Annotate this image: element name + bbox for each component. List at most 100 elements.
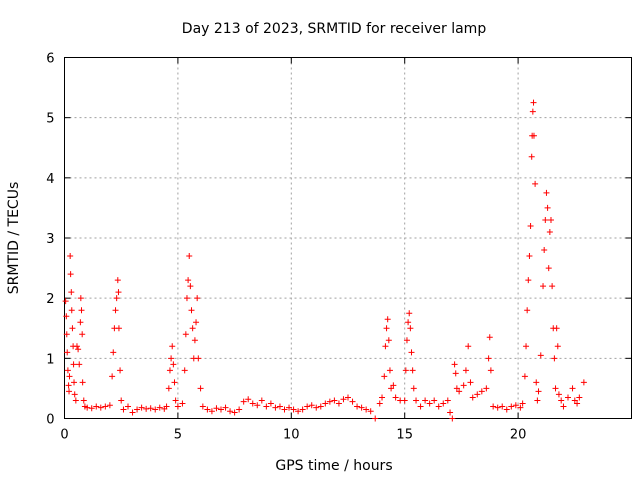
data-point [385,337,392,344]
data-point [532,180,539,187]
data-point [143,405,150,412]
data-point [560,403,567,410]
data-point [499,403,506,410]
data-point [118,397,125,404]
data-point [172,397,179,404]
data-point [381,373,388,380]
data-point [524,307,531,314]
data-point [544,204,551,211]
data-point [529,108,536,115]
data-point [290,406,297,413]
data-point [508,403,515,410]
data-point [138,404,145,411]
data-point [166,367,173,374]
data-point [372,415,379,422]
data-point [286,404,293,411]
data-point [65,382,72,389]
data-point [460,382,467,389]
data-point [322,400,329,407]
data-point [410,385,417,392]
x-tick-label: 5 [174,428,182,443]
data-point [453,385,460,392]
data-point [390,382,397,389]
data-point [245,396,252,403]
data-point [340,396,347,403]
data-points [62,99,587,422]
data-point [552,385,559,392]
data-point [435,403,442,410]
data-point [240,398,247,405]
data-point [254,402,261,409]
data-point [71,391,78,398]
data-point [527,222,534,229]
data-point [186,253,193,260]
data-point [170,361,177,368]
data-point [490,403,497,410]
x-tick-label: 10 [283,428,300,443]
data-point [431,397,438,404]
data-point [71,379,78,386]
data-point [112,307,119,314]
data-point [345,394,351,401]
data-point [523,343,530,350]
data-point [465,343,472,350]
data-point [313,404,320,411]
data-point [152,406,159,413]
data-point [76,361,83,368]
data-point [304,403,311,410]
data-point [580,379,587,386]
data-point [63,313,70,320]
y-axis-label: SRMTID / TECUs [6,182,22,295]
data-point [452,370,459,377]
data-point [545,265,552,272]
y-tick-label: 3 [46,232,54,247]
x-axis-label: GPS time / hours [275,458,392,474]
data-point [558,397,565,404]
data-point [384,316,391,323]
data-point [183,295,190,302]
data-point [519,400,526,407]
y-tick-label: 4 [46,172,54,187]
data-point [553,325,560,332]
data-point [467,379,474,386]
data-point [115,289,122,296]
data-point [335,400,342,407]
data-point [263,403,270,410]
data-point [73,343,80,350]
data-point [367,408,374,415]
data-point [483,385,490,392]
data-point [102,403,109,410]
data-point [474,391,481,398]
data-point [93,403,100,410]
data-point [97,404,104,411]
data-point [187,283,194,290]
y-tick-label: 2 [46,292,54,307]
data-point [189,325,196,332]
data-point [79,379,86,386]
data-point [451,361,458,368]
y-tick-label: 0 [46,413,54,428]
data-point [409,367,416,374]
data-point [80,397,87,404]
data-point [174,403,181,410]
data-point [540,283,547,290]
data-point [358,404,365,411]
data-point [363,406,370,413]
data-point [68,307,75,314]
data-point [383,325,390,332]
data-point [534,397,541,404]
data-point [222,404,229,411]
data-point [109,373,116,380]
data-point [574,400,581,407]
data-point [576,394,583,401]
data-point [405,319,412,326]
data-point [569,385,576,392]
data-point [554,343,561,350]
data-point [281,406,288,413]
data-point [462,367,469,374]
data-point [530,132,537,139]
data-point [447,409,454,416]
data-point [526,253,533,260]
data-point [417,403,424,410]
data-point [295,408,302,415]
